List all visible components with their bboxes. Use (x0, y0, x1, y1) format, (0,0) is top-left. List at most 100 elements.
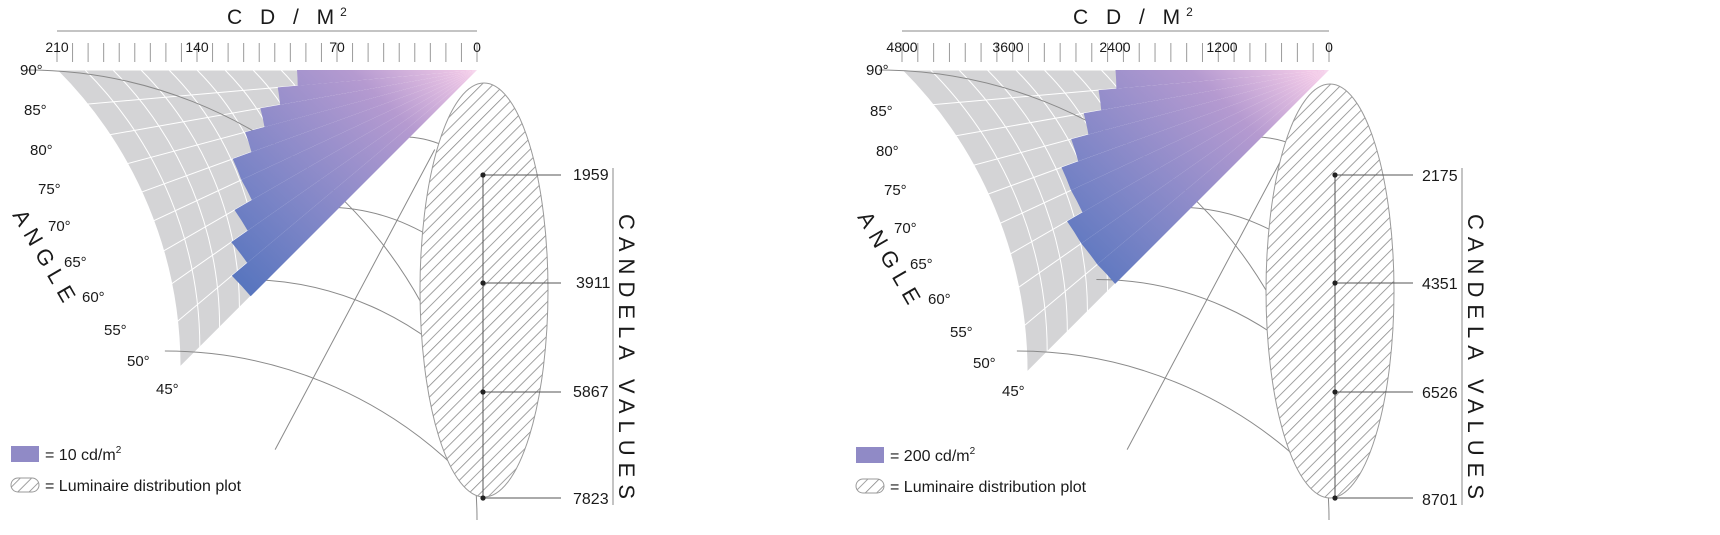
angle-label-55: 55° (104, 322, 127, 339)
legend-swatch (11, 446, 39, 462)
angle-label-75: 75° (38, 181, 61, 198)
legend-hatch-swatch (10, 477, 40, 493)
bar (1098, 70, 1329, 111)
tick-label: 2400 (1099, 39, 1130, 55)
bar (241, 70, 477, 200)
bar (1115, 70, 1329, 89)
candela-value: 4351 (1422, 276, 1458, 293)
candela-value: 8701 (1422, 492, 1458, 509)
candela-value: 2175 (1422, 168, 1458, 185)
angle-label-50: 50° (127, 353, 150, 370)
axis-title: C D / M2 (227, 5, 353, 29)
bar (1083, 70, 1329, 135)
angle-label-60: 60° (928, 291, 951, 308)
angle-label-80: 80° (30, 142, 53, 159)
bar (277, 70, 477, 105)
grid-radial (1026, 69, 1330, 373)
candela-value: 7823 (573, 491, 609, 508)
legend: = 10 cd/m2 = Luminaire distribution plot (10, 445, 242, 495)
grid-ring (901, 69, 1028, 372)
tick-label: 210 (45, 39, 69, 55)
bar (1071, 70, 1329, 162)
grid-ring (958, 69, 1068, 332)
angle-label-65: 65° (64, 254, 87, 271)
grid-ring (84, 69, 201, 348)
tick-label: 0 (1325, 39, 1333, 55)
grid-ring (930, 69, 1048, 352)
callout-dot (1332, 172, 1338, 178)
legend-hatch-swatch (855, 478, 885, 494)
angle-labels: 90° 85° 80° 75° 70° 65° 60° 55° 50° 45° (866, 62, 1025, 400)
panel-left: C D / M2 210 140 70 0 90° 85° 80° 75° 70… (8, 5, 639, 521)
bar (1067, 70, 1329, 244)
callout-dot (480, 495, 486, 501)
luminaire-distribution-plot (419, 82, 549, 498)
legend-plot: = Luminaire distribution plot (890, 479, 1087, 496)
tick-label: 0 (473, 39, 481, 55)
values-title: CANDELA VALUES (614, 214, 639, 506)
bar (234, 70, 477, 231)
guide-line (1126, 149, 1288, 450)
callout-dot (480, 389, 486, 395)
callout-dot (1332, 495, 1338, 501)
bar (1081, 70, 1329, 265)
bar (260, 70, 477, 127)
bar (297, 70, 477, 86)
tick-label: 140 (185, 39, 209, 55)
candela-value: 6526 (1422, 385, 1458, 402)
angle-label-75: 75° (884, 182, 907, 199)
angle-label-45: 45° (156, 381, 179, 398)
angle-label-70: 70° (48, 218, 71, 235)
bar-series (1061, 70, 1329, 284)
grid-ring (112, 69, 221, 328)
panel-right: C D / M2 4800 3600 2400 1200 0 90° 85° 8… (853, 5, 1488, 521)
legend-unit: = 10 cd/m2 (45, 445, 122, 464)
luminaire-distribution-plot (1265, 83, 1395, 499)
bar (232, 70, 477, 180)
tick-label: 4800 (886, 39, 917, 55)
tick-label: 70 (329, 39, 345, 55)
angle-label-85: 85° (870, 103, 893, 120)
bar (1071, 70, 1329, 213)
candela-value: 5867 (573, 384, 609, 401)
callout-dot (1332, 280, 1338, 286)
angle-label-90: 90° (866, 62, 889, 79)
bar (1061, 70, 1329, 191)
angle-label-55: 55° (950, 324, 973, 341)
callout-dot (480, 280, 486, 286)
top-axis (901, 30, 1330, 62)
axis-title: C D / M2 (1073, 5, 1199, 29)
guide-line (274, 149, 436, 450)
values-title: CANDELA VALUES (1463, 214, 1488, 506)
grid-ring (56, 69, 181, 367)
grid-ring (987, 69, 1088, 312)
angle-label-70: 70° (894, 220, 917, 237)
candela-value: 3911 (576, 275, 611, 292)
grid-radial (154, 69, 478, 341)
candela-callouts (480, 172, 561, 501)
callout-dot (1332, 389, 1338, 395)
bar (245, 70, 477, 153)
angle-label-45: 45° (1002, 383, 1025, 400)
angle-label-60: 60° (82, 289, 105, 306)
angle-label-80: 80° (876, 143, 899, 160)
tick-labels: 210 140 70 0 (45, 39, 481, 55)
bar-series (231, 70, 477, 297)
top-axis (56, 30, 478, 62)
bar (1097, 70, 1329, 284)
legend-swatch (856, 447, 884, 463)
angle-label-50: 50° (973, 355, 996, 372)
legend-plot: = Luminaire distribution plot (45, 478, 242, 495)
tick-label: 1200 (1206, 39, 1237, 55)
candela-arc (164, 350, 478, 491)
candela-callouts (1332, 172, 1413, 501)
bar (231, 70, 477, 297)
callout-dot (480, 172, 486, 178)
angle-label-85: 85° (24, 102, 47, 119)
bar (231, 70, 477, 263)
tick-labels: 4800 3600 2400 1200 0 (886, 39, 1333, 55)
angle-label-90: 90° (20, 62, 43, 79)
candela-value: 1959 (573, 167, 609, 184)
angle-label-65: 65° (910, 256, 933, 273)
